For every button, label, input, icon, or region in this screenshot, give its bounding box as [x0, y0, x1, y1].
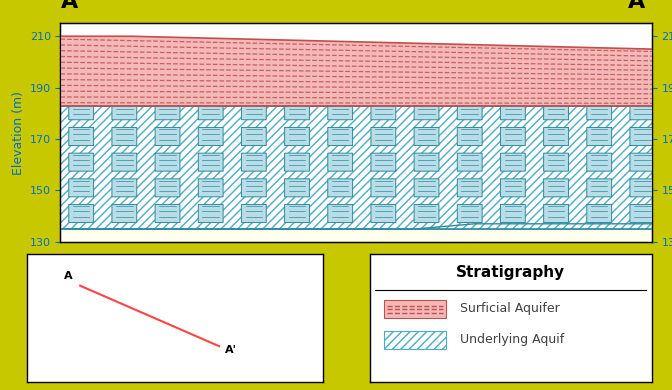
FancyBboxPatch shape — [69, 102, 93, 120]
FancyBboxPatch shape — [285, 128, 309, 145]
FancyBboxPatch shape — [630, 153, 655, 171]
Polygon shape — [60, 106, 652, 229]
FancyBboxPatch shape — [414, 204, 439, 223]
Text: Stratigraphy: Stratigraphy — [456, 265, 565, 280]
FancyBboxPatch shape — [241, 128, 266, 145]
FancyBboxPatch shape — [630, 179, 655, 197]
Polygon shape — [60, 224, 652, 242]
FancyBboxPatch shape — [371, 153, 396, 171]
FancyBboxPatch shape — [501, 179, 526, 197]
FancyBboxPatch shape — [241, 179, 266, 197]
FancyBboxPatch shape — [544, 153, 569, 171]
FancyBboxPatch shape — [69, 128, 93, 145]
FancyBboxPatch shape — [414, 128, 439, 145]
FancyBboxPatch shape — [198, 128, 223, 145]
FancyBboxPatch shape — [328, 204, 353, 223]
Text: A’: A’ — [628, 0, 652, 12]
Text: Underlying Aquif: Underlying Aquif — [460, 333, 564, 346]
FancyBboxPatch shape — [457, 204, 482, 223]
FancyBboxPatch shape — [241, 153, 266, 171]
FancyBboxPatch shape — [414, 102, 439, 120]
FancyBboxPatch shape — [285, 204, 309, 223]
FancyBboxPatch shape — [285, 102, 309, 120]
FancyBboxPatch shape — [630, 102, 655, 120]
FancyBboxPatch shape — [501, 204, 526, 223]
FancyBboxPatch shape — [69, 179, 93, 197]
FancyBboxPatch shape — [285, 153, 309, 171]
FancyBboxPatch shape — [544, 128, 569, 145]
FancyBboxPatch shape — [241, 204, 266, 223]
FancyBboxPatch shape — [155, 204, 180, 223]
FancyBboxPatch shape — [457, 102, 482, 120]
FancyBboxPatch shape — [155, 102, 180, 120]
FancyBboxPatch shape — [198, 204, 223, 223]
FancyBboxPatch shape — [457, 153, 482, 171]
FancyBboxPatch shape — [501, 128, 526, 145]
FancyBboxPatch shape — [457, 179, 482, 197]
FancyBboxPatch shape — [587, 179, 612, 197]
FancyBboxPatch shape — [198, 153, 223, 171]
FancyBboxPatch shape — [155, 179, 180, 197]
FancyBboxPatch shape — [198, 102, 223, 120]
Y-axis label: Elevation (m): Elevation (m) — [13, 90, 26, 175]
FancyBboxPatch shape — [587, 204, 612, 223]
FancyBboxPatch shape — [69, 204, 93, 223]
FancyBboxPatch shape — [544, 102, 569, 120]
FancyBboxPatch shape — [285, 179, 309, 197]
FancyBboxPatch shape — [587, 102, 612, 120]
FancyBboxPatch shape — [69, 153, 93, 171]
FancyBboxPatch shape — [198, 179, 223, 197]
FancyBboxPatch shape — [328, 128, 353, 145]
FancyBboxPatch shape — [112, 102, 137, 120]
FancyBboxPatch shape — [328, 153, 353, 171]
FancyBboxPatch shape — [112, 128, 137, 145]
Text: A: A — [64, 271, 73, 281]
FancyBboxPatch shape — [328, 102, 353, 120]
FancyBboxPatch shape — [630, 204, 655, 223]
Text: Surficial Aquifer: Surficial Aquifer — [460, 302, 560, 316]
FancyBboxPatch shape — [112, 179, 137, 197]
Text: A': A' — [225, 345, 237, 355]
FancyBboxPatch shape — [371, 179, 396, 197]
FancyBboxPatch shape — [414, 179, 439, 197]
FancyBboxPatch shape — [112, 153, 137, 171]
FancyBboxPatch shape — [112, 204, 137, 223]
FancyBboxPatch shape — [587, 128, 612, 145]
FancyBboxPatch shape — [414, 153, 439, 171]
FancyBboxPatch shape — [457, 128, 482, 145]
FancyBboxPatch shape — [328, 179, 353, 197]
FancyBboxPatch shape — [155, 128, 180, 145]
Polygon shape — [60, 36, 652, 106]
Text: A: A — [60, 0, 78, 12]
FancyBboxPatch shape — [501, 153, 526, 171]
FancyBboxPatch shape — [544, 179, 569, 197]
FancyBboxPatch shape — [371, 204, 396, 223]
FancyBboxPatch shape — [501, 102, 526, 120]
FancyBboxPatch shape — [155, 153, 180, 171]
Bar — [384, 331, 446, 349]
FancyBboxPatch shape — [544, 204, 569, 223]
FancyBboxPatch shape — [587, 153, 612, 171]
FancyBboxPatch shape — [371, 102, 396, 120]
Bar — [384, 300, 446, 318]
FancyBboxPatch shape — [630, 128, 655, 145]
FancyBboxPatch shape — [371, 128, 396, 145]
FancyBboxPatch shape — [241, 102, 266, 120]
